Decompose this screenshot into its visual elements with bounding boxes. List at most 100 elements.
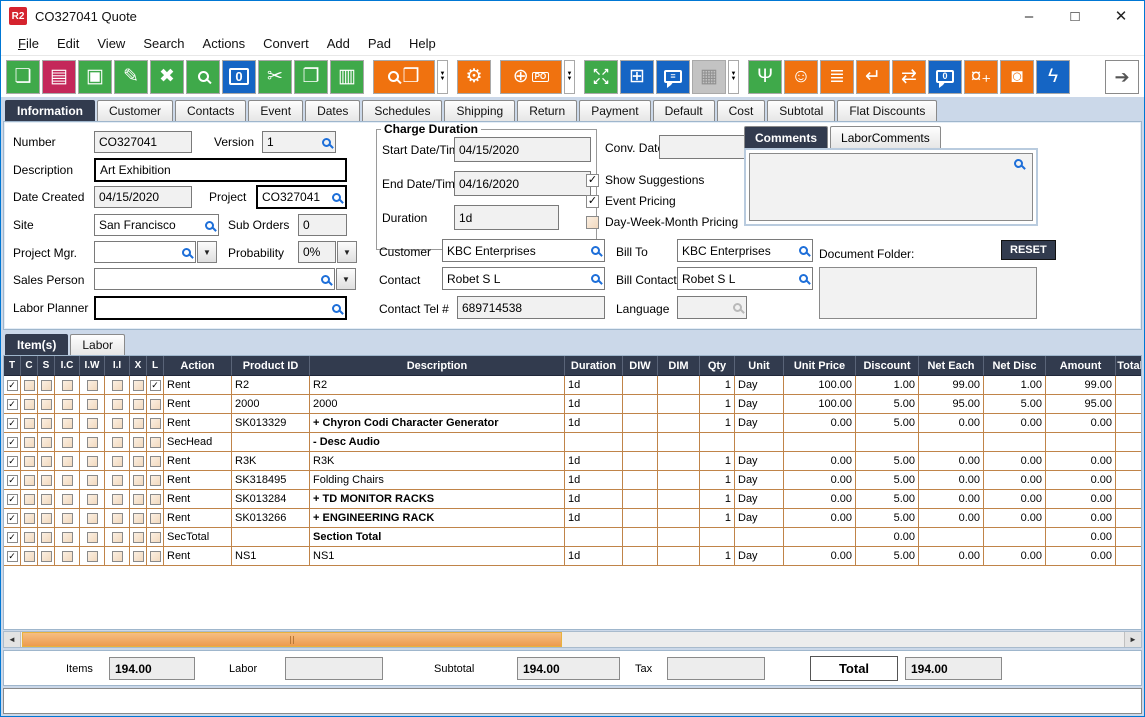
header-cell-total[interactable]: Total — [1116, 356, 1141, 376]
row-checkbox-t[interactable]: ✓ — [6, 474, 18, 486]
cell-diw[interactable] — [623, 509, 658, 528]
table-row[interactable]: ✓ Rent SK013329 + Chyron Codi Character Gen… — [4, 414, 1141, 433]
row-checkbox-s[interactable] — [40, 398, 52, 410]
cell-qty[interactable]: 1 — [700, 414, 735, 433]
cell-unit[interactable] — [735, 528, 784, 547]
tab-event[interactable]: Event — [248, 100, 304, 121]
row-checkbox-l[interactable] — [149, 417, 161, 429]
hierarchy-button[interactable]: Ψ — [748, 59, 782, 94]
cell-net-disc[interactable]: 0.00 — [984, 547, 1046, 566]
row-checkbox-l[interactable] — [149, 474, 161, 486]
cell-product-id[interactable]: SK318495 — [232, 471, 310, 490]
cell-product-id[interactable]: R2 — [232, 376, 310, 395]
cell-action[interactable]: Rent — [164, 471, 232, 490]
row-checkbox-i.c[interactable] — [61, 531, 73, 543]
cell-diw[interactable] — [623, 452, 658, 471]
cell-unit[interactable]: Day — [735, 490, 784, 509]
row-checkbox-c[interactable] — [23, 512, 35, 524]
header-cell-description[interactable]: Description — [310, 356, 565, 376]
cell-net-each[interactable]: 0.00 — [919, 547, 984, 566]
customer-field[interactable]: KBC Enterprises — [442, 239, 605, 262]
comments-textarea[interactable] — [749, 153, 1033, 221]
cell-product-id[interactable] — [232, 528, 310, 547]
row-checkbox-i.i[interactable] — [111, 455, 123, 467]
row-checkbox-i.w[interactable] — [86, 455, 98, 467]
edit-button[interactable]: ✎ — [114, 59, 148, 94]
cell-amount[interactable]: 0.00 — [1046, 509, 1116, 528]
cell-description[interactable]: + ENGINEERING RACK — [310, 509, 565, 528]
start-date-field[interactable]: 04/15/2020 — [454, 137, 591, 162]
cell-discount[interactable]: 5.00 — [856, 547, 919, 566]
header-cell-discount[interactable]: Discount — [856, 356, 919, 376]
cell-unit[interactable]: Day — [735, 471, 784, 490]
cell-action[interactable]: SecTotal — [164, 528, 232, 547]
cell-qty[interactable]: 1 — [700, 471, 735, 490]
tab-subtotal[interactable]: Subtotal — [767, 100, 836, 121]
header-cell-action[interactable]: Action — [164, 356, 232, 376]
cell-unit[interactable]: Day — [735, 452, 784, 471]
row-checkbox-t[interactable]: ✓ — [6, 379, 18, 391]
add-currency-button[interactable]: ¤₊ — [964, 59, 998, 94]
menu-item-help[interactable]: Help — [408, 35, 436, 51]
cell-description[interactable]: R3K — [310, 452, 565, 471]
cell-unit-price[interactable]: 100.00 — [784, 376, 856, 395]
cell-amount[interactable]: 0.00 — [1046, 414, 1116, 433]
cell-description[interactable]: Folding Chairs — [310, 471, 565, 490]
copy-button[interactable]: ❐ — [294, 59, 328, 94]
cell-net-each[interactable] — [919, 528, 984, 547]
cell-unit[interactable]: Day — [735, 547, 784, 566]
row-checkbox-i.c[interactable] — [61, 550, 73, 562]
row-checkbox-t[interactable]: ✓ — [6, 512, 18, 524]
labor-total-field[interactable] — [285, 657, 383, 680]
row-checkbox-i.c[interactable] — [61, 417, 73, 429]
row-checkbox-l[interactable] — [149, 493, 161, 505]
cell-product-id[interactable]: R3K — [232, 452, 310, 471]
cell-duration[interactable]: 1d — [565, 509, 623, 528]
calendar-dropdown[interactable]: ▼ ▼ — [728, 59, 739, 94]
cell-unit[interactable]: Day — [735, 414, 784, 433]
row-checkbox-i.i[interactable] — [111, 379, 123, 391]
cell-amount[interactable]: 0.00 — [1046, 547, 1116, 566]
row-checkbox-i.i[interactable] — [111, 493, 123, 505]
table-row[interactable]: ✓ Rent 2000 2000 1d 1 Day 100.00 5.00 95.00 5.00 95… — [4, 395, 1141, 414]
cell-unit-price[interactable] — [784, 433, 856, 452]
cell-net-disc[interactable]: 1.00 — [984, 376, 1046, 395]
row-checkbox-i.w[interactable] — [86, 512, 98, 524]
cell-action[interactable]: Rent — [164, 490, 232, 509]
row-checkbox-c[interactable] — [23, 417, 35, 429]
tab-laborcomments[interactable]: LaborComments — [830, 126, 941, 148]
cell-duration[interactable]: 1d — [565, 471, 623, 490]
cell-duration[interactable]: 1d — [565, 547, 623, 566]
cell-diw[interactable] — [623, 395, 658, 414]
cell-total[interactable] — [1116, 490, 1141, 509]
row-checkbox-i.w[interactable] — [86, 493, 98, 505]
row-checkbox-s[interactable] — [40, 550, 52, 562]
cell-discount[interactable]: 5.00 — [856, 471, 919, 490]
row-checkbox-x[interactable] — [132, 550, 144, 562]
cell-discount[interactable]: 5.00 — [856, 490, 919, 509]
lightning-button[interactable]: ϟ — [1036, 59, 1070, 94]
row-checkbox-x[interactable] — [132, 379, 144, 391]
row-checkbox-t[interactable]: ✓ — [6, 417, 18, 429]
cell-qty[interactable]: 1 — [700, 452, 735, 471]
row-checkbox-t[interactable]: ✓ — [6, 531, 18, 543]
row-checkbox-i.c[interactable] — [61, 512, 73, 524]
find-product-dropdown[interactable]: ▼ ▼ — [437, 59, 448, 94]
cell-total[interactable] — [1116, 414, 1141, 433]
cell-net-disc[interactable]: 5.00 — [984, 395, 1046, 414]
cell-diw[interactable] — [623, 376, 658, 395]
table-row[interactable]: ✓ SecHead - Desc Audio — [4, 433, 1141, 452]
contact-tel-field[interactable]: 689714538 — [457, 296, 605, 319]
tab-default[interactable]: Default — [652, 100, 715, 121]
cell-qty[interactable]: 1 — [700, 509, 735, 528]
row-checkbox-i.i[interactable] — [111, 512, 123, 524]
cell-product-id[interactable]: NS1 — [232, 547, 310, 566]
cell-unit[interactable] — [735, 433, 784, 452]
cell-diw[interactable] — [623, 547, 658, 566]
cell-discount[interactable]: 0.00 — [856, 528, 919, 547]
row-checkbox-s[interactable] — [40, 474, 52, 486]
search-icon[interactable] — [205, 220, 214, 230]
cell-unit-price[interactable]: 0.00 — [784, 414, 856, 433]
tab-labor[interactable]: Labor — [70, 334, 126, 355]
row-checkbox-i.i[interactable] — [111, 436, 123, 448]
